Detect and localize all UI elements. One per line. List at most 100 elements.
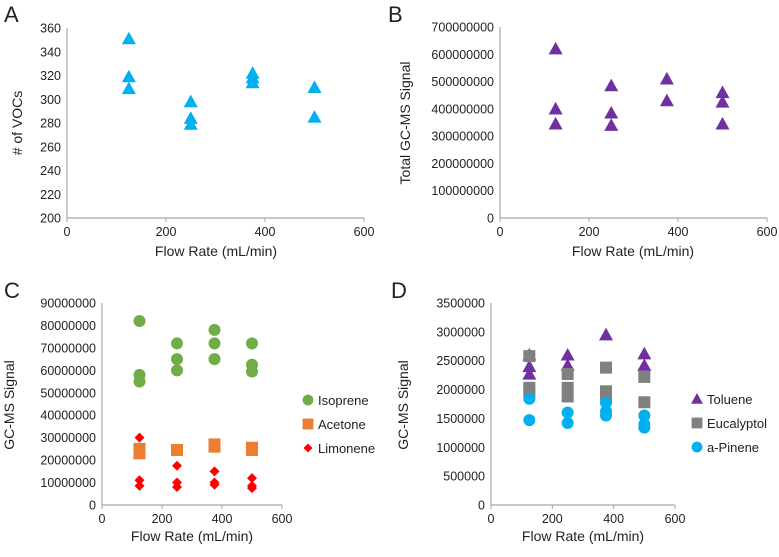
y-tick-label: 240	[40, 164, 61, 178]
y-tick-label: 3000000	[436, 325, 485, 339]
legend-marker-toluene	[691, 393, 703, 404]
x-tick-label: 600	[665, 512, 686, 526]
data-point-acetone	[133, 447, 146, 460]
legend-label-toluene: Toluene	[707, 392, 753, 407]
data-point-isoprene	[171, 364, 183, 377]
data-point-toluene	[599, 327, 613, 341]
y-tick-label: 300	[40, 93, 61, 107]
data-point--of-vocs	[121, 31, 136, 45]
data-point--of-vocs	[307, 110, 322, 123]
x-tick-label: 200	[156, 225, 177, 239]
x-axis-title: Flow Rate (mL/min)	[572, 243, 694, 259]
x-tick-label: 200	[152, 512, 173, 526]
data-point--of-vocs	[183, 94, 198, 108]
data-point-total-gc-ms-signal	[659, 93, 674, 107]
legend-marker-a-pinene	[691, 441, 703, 453]
data-point-toluene	[637, 346, 652, 360]
y-tick-label: 500000000	[431, 75, 494, 89]
y-tick-label: 2000000	[436, 383, 485, 397]
data-point-eucalyptol	[638, 396, 651, 409]
y-tick-label: 360	[40, 22, 61, 36]
data-point-toluene	[560, 358, 575, 371]
data-point-limonene	[247, 483, 257, 494]
legend-label-eucalyptol: Eucalyptol	[707, 416, 767, 431]
data-point-eucalyptol	[561, 390, 574, 403]
y-axis-title: Total GC-MS Signal	[397, 62, 413, 185]
y-tick-label: 700000000	[431, 21, 494, 35]
data-point-isoprene	[208, 337, 221, 350]
legend-label-acetone: Acetone	[318, 417, 366, 432]
y-tick-label: 2500000	[436, 354, 485, 368]
data-point-total-gc-ms-signal	[604, 105, 619, 119]
panel-c: C 0 10000000 20000000 30000000 40000000 500000…	[1, 278, 375, 544]
x-tick-label: 400	[255, 225, 276, 239]
data-point-limonene	[247, 473, 257, 484]
data-point-total-gc-ms-signal	[604, 118, 619, 131]
legend-marker-eucalyptol	[691, 417, 703, 429]
y-tick-label: 1000000	[436, 441, 485, 455]
x-axis-title: Flow Rate (mL/min)	[155, 243, 277, 259]
data-point-toluene	[560, 347, 575, 361]
data-point-isoprene	[208, 353, 221, 366]
data-point-a-pinene	[638, 409, 651, 422]
x-axis-title: Flow Rate (mL/min)	[522, 528, 644, 544]
data-point-eucalyptol	[638, 370, 651, 383]
data-point-isoprene	[246, 365, 258, 378]
data-point-acetone	[171, 444, 183, 457]
x-tick-label: 400	[668, 225, 689, 239]
legend-label-limonene: Limonene	[318, 441, 375, 456]
data-point--of-vocs	[121, 69, 136, 83]
data-point-total-gc-ms-signal	[715, 85, 730, 99]
y-tick-label: 60000000	[40, 364, 96, 378]
panel-d: D 0 500000 1000000 1500000 2000000 2500000 3000…	[391, 278, 767, 544]
data-point-a-pinene	[523, 392, 536, 405]
data-point-toluene	[522, 359, 537, 373]
y-tick-label: 220	[40, 188, 61, 202]
data-point-isoprene	[133, 314, 146, 327]
x-tick-label: 200	[579, 225, 600, 239]
y-tick-label: 30000000	[40, 431, 96, 445]
y-tick-label: 200000000	[431, 157, 494, 171]
x-tick-label: 600	[272, 512, 293, 526]
y-tick-label: 320	[40, 69, 61, 83]
data-point-limonene	[134, 475, 145, 486]
y-axis-title: GC-MS Signal	[395, 360, 411, 449]
data-point-a-pinene	[561, 417, 574, 430]
data-point-toluene	[522, 366, 537, 380]
data-point--of-vocs	[121, 81, 136, 95]
data-point-eucalyptol	[561, 367, 574, 380]
panel-b: B 0 100000000 200000000 300000000 400000000 50…	[388, 2, 777, 259]
data-point-a-pinene	[638, 421, 651, 434]
data-point-limonene	[209, 466, 220, 477]
x-tick-label: 200	[542, 512, 563, 526]
y-tick-label: 500000	[443, 470, 485, 484]
data-point--of-vocs	[183, 117, 198, 130]
data-point-a-pinene	[600, 409, 612, 422]
y-tick-label: 80000000	[40, 319, 96, 333]
y-tick-label: 0	[89, 499, 96, 513]
x-tick-label: 0	[497, 225, 504, 239]
data-point-acetone	[246, 444, 258, 457]
data-point-a-pinene	[600, 396, 612, 409]
data-point-isoprene	[208, 323, 221, 336]
legend-label-isoprene: Isoprene	[318, 393, 369, 408]
panel-letter: A	[4, 2, 19, 27]
y-tick-label: 50000000	[40, 386, 96, 400]
data-point-acetone	[208, 440, 221, 453]
data-point-isoprene	[171, 337, 183, 350]
y-tick-label: 280	[40, 117, 61, 131]
data-point-total-gc-ms-signal	[715, 116, 730, 130]
data-point-limonene	[134, 480, 145, 491]
y-tick-label: 300000000	[431, 130, 494, 144]
y-tick-label: 0	[487, 212, 494, 226]
data-point-a-pinene	[523, 414, 536, 427]
y-tick-label: 260	[40, 140, 61, 154]
x-tick-label: 600	[354, 225, 375, 239]
data-point-total-gc-ms-signal	[548, 101, 563, 115]
x-tick-label: 0	[99, 512, 106, 526]
y-axis-title: # of VOCs	[9, 91, 25, 156]
y-tick-label: 70000000	[40, 341, 96, 355]
data-point-isoprene	[171, 353, 183, 366]
x-tick-label: 600	[757, 225, 778, 239]
